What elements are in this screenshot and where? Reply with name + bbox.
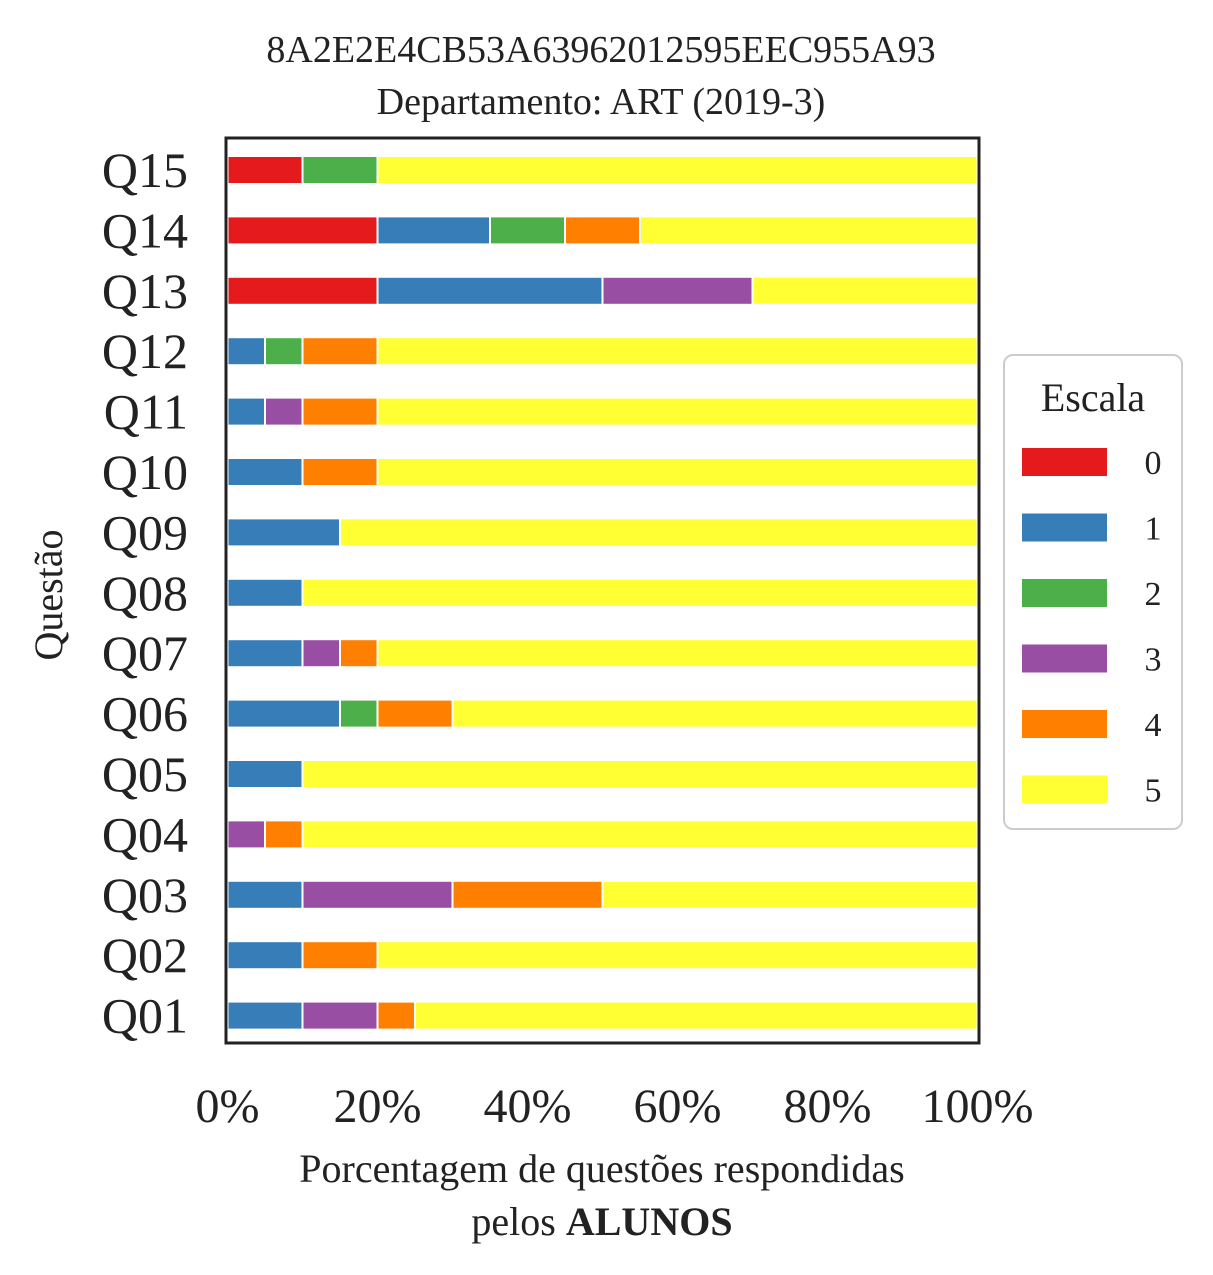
bar-q09-scale-5 — [339, 517, 979, 548]
x-axis-label-line1: Porcentagem de questões respondidas — [299, 1146, 904, 1191]
legend-swatch-0 — [1022, 448, 1107, 476]
y-tick-label: Q01 — [102, 988, 188, 1044]
bar-q02-scale-4 — [301, 940, 379, 971]
bar-q01-scale-1 — [226, 1000, 304, 1031]
bar-q08-scale-5 — [301, 577, 979, 608]
bars-group — [226, 155, 979, 1031]
legend-swatch-5 — [1022, 775, 1107, 804]
bar-q04-scale-5 — [301, 819, 979, 850]
x-tick-label: 80% — [784, 1080, 872, 1133]
y-tick-label: Q05 — [102, 746, 188, 802]
bar-q05-scale-1 — [226, 759, 304, 789]
legend-label-2: 2 — [1145, 576, 1162, 613]
bar-q14-scale-5 — [639, 215, 979, 246]
bar-q03-scale-1 — [226, 879, 304, 910]
bar-q09-scale-1 — [226, 517, 341, 548]
bar-q06-scale-2 — [339, 698, 379, 729]
legend-label-1: 1 — [1145, 511, 1162, 548]
bar-q08-scale-1 — [226, 577, 304, 608]
legend-swatch-1 — [1022, 513, 1107, 542]
bar-q01-scale-5 — [414, 1000, 979, 1031]
bar-q03-scale-3 — [301, 879, 454, 910]
bar-q14-scale-0 — [226, 215, 379, 246]
y-tick-labels: Q01Q02Q03Q04Q05Q06Q07Q08Q09Q10Q11Q12Q13Q… — [102, 142, 188, 1044]
bar-q07-scale-4 — [339, 638, 379, 669]
bar-q06-scale-5 — [451, 698, 979, 729]
y-tick-label: Q06 — [102, 686, 188, 742]
bar-q11-scale-4 — [301, 396, 379, 427]
bar-q12-scale-1 — [226, 336, 266, 367]
bar-q06-scale-4 — [376, 698, 454, 729]
bar-q11-scale-5 — [376, 396, 979, 427]
y-tick-label: Q04 — [102, 806, 188, 862]
x-axis-label-prefix: pelos — [471, 1199, 565, 1244]
legend-swatch-2 — [1022, 579, 1107, 607]
bar-q07-scale-5 — [376, 638, 979, 669]
chart-title-line2: Departamento: ART (2019-3) — [377, 81, 826, 123]
bar-q04-scale-4 — [264, 819, 304, 850]
legend-title: Escala — [1041, 375, 1146, 420]
y-tick-label: Q15 — [102, 142, 188, 198]
bar-q03-scale-4 — [451, 879, 604, 910]
bar-q04-scale-3 — [226, 819, 266, 850]
plot-frame — [224, 136, 981, 1045]
legend-swatch-3 — [1022, 644, 1107, 673]
bar-q11-scale-3 — [264, 396, 304, 427]
bar-q15-scale-0 — [226, 155, 304, 185]
x-tick-labels: 0% 20% 40% 60% 80% 100% — [196, 1080, 1034, 1133]
bar-q12-scale-2 — [264, 336, 304, 367]
x-axis-label-bold: ALUNOS — [566, 1199, 733, 1244]
y-tick-label: Q13 — [102, 263, 188, 319]
y-axis-label: Questão — [26, 529, 71, 660]
bar-q12-scale-4 — [301, 336, 379, 367]
bar-q11-scale-1 — [226, 396, 266, 427]
x-tick-label: 100% — [922, 1080, 1034, 1133]
legend-items: 0 1 2 3 4 5 — [1022, 445, 1162, 810]
y-tick-label: Q02 — [102, 927, 188, 983]
legend-label-0: 0 — [1145, 445, 1162, 482]
y-tick-label: Q14 — [102, 202, 188, 258]
x-axis-label-line2: pelos ALUNOS — [471, 1199, 732, 1244]
y-tick-label: Q09 — [102, 504, 188, 560]
legend-label-5: 5 — [1145, 773, 1162, 810]
x-tick-label: 60% — [634, 1080, 722, 1133]
bar-q10-scale-5 — [376, 457, 979, 487]
bar-q10-scale-4 — [301, 457, 379, 487]
bar-q10-scale-1 — [226, 457, 304, 487]
bar-q14-scale-1 — [376, 215, 491, 246]
x-tick-label: 0% — [196, 1080, 260, 1133]
y-tick-label: Q08 — [102, 565, 188, 621]
bar-q01-scale-3 — [301, 1000, 379, 1031]
bar-q15-scale-2 — [301, 155, 379, 185]
bar-q06-scale-1 — [226, 698, 341, 729]
bar-q05-scale-5 — [301, 759, 979, 789]
bar-q07-scale-1 — [226, 638, 304, 669]
bar-q14-scale-4 — [564, 215, 641, 246]
legend-swatch-4 — [1022, 710, 1107, 738]
x-tick-label: 20% — [334, 1080, 422, 1133]
y-tick-label: Q12 — [102, 323, 188, 379]
bar-q07-scale-3 — [301, 638, 341, 669]
bar-q13-scale-5 — [751, 275, 979, 306]
y-tick-label: Q10 — [102, 444, 188, 500]
bar-q13-scale-0 — [226, 275, 379, 306]
bar-q15-scale-5 — [376, 155, 979, 185]
bar-q02-scale-1 — [226, 940, 304, 971]
y-tick-label: Q07 — [102, 625, 188, 681]
bar-q12-scale-5 — [376, 336, 979, 367]
y-tick-label: Q11 — [104, 384, 188, 440]
bar-q13-scale-1 — [376, 275, 604, 306]
y-tick-label: Q03 — [102, 867, 188, 923]
legend-label-4: 4 — [1145, 707, 1162, 744]
bar-q03-scale-5 — [601, 879, 979, 910]
legend: Escala 0 1 2 3 4 5 — [1003, 354, 1183, 830]
legend-label-3: 3 — [1145, 642, 1162, 679]
bar-q13-scale-3 — [601, 275, 754, 306]
chart-title-line1: 8A2E2E4CB53A63962012595EEC955A93 — [266, 29, 935, 71]
bar-q14-scale-2 — [489, 215, 566, 246]
bar-q02-scale-5 — [376, 940, 979, 971]
x-tick-label: 40% — [484, 1080, 572, 1133]
bar-q01-scale-4 — [376, 1000, 416, 1031]
